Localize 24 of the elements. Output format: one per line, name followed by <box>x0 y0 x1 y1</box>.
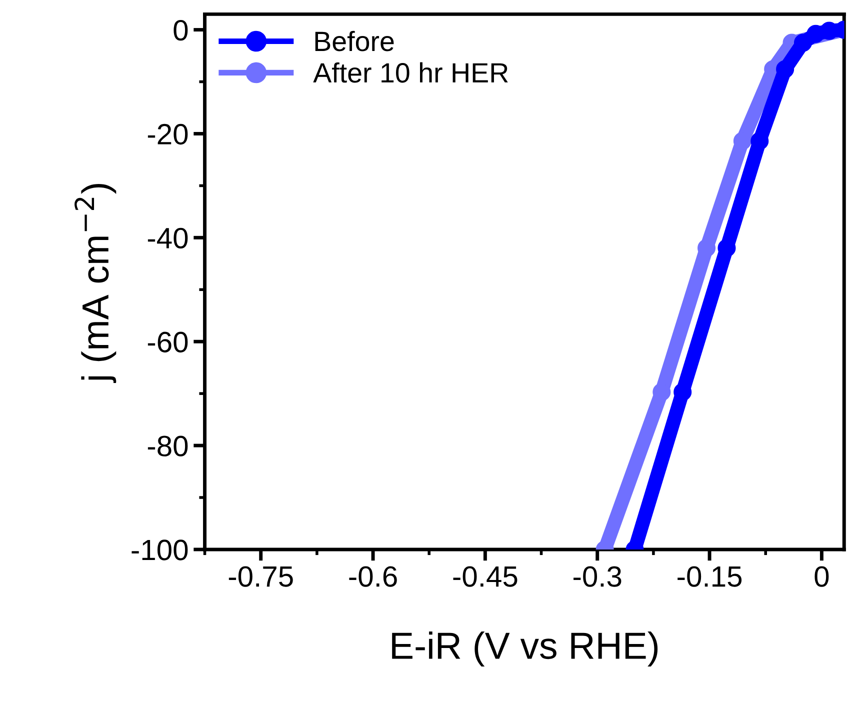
point <box>750 132 769 150</box>
x-tick-label: -0.6 <box>349 566 397 587</box>
point <box>698 239 716 258</box>
y-tick-label: -60 <box>148 332 188 352</box>
x-tick-label: -0.15 <box>678 566 742 587</box>
point <box>674 382 692 402</box>
x-tick-label: -0.45 <box>453 566 518 587</box>
y-tick-label: -40 <box>148 228 188 249</box>
point <box>652 382 671 402</box>
y-tick-label: -20 <box>148 124 188 145</box>
y-tick-label: 0 <box>174 20 188 41</box>
x-tick-label: 0 <box>814 566 829 587</box>
legend-label: After 10 hr HER <box>313 62 508 83</box>
point <box>718 239 736 258</box>
y-tick-label: -80 <box>148 436 188 456</box>
point <box>776 60 794 78</box>
x-axis-title: E-iR (V vs RHE) <box>392 632 658 666</box>
legend-label: Before <box>315 30 394 52</box>
y-axis-title: j (mA cm$^{−2}$) <box>74 184 116 384</box>
x-tick-label: -0.75 <box>228 566 293 587</box>
point <box>733 132 752 150</box>
y-tick-label: -100 <box>132 540 188 560</box>
point <box>794 34 812 52</box>
x-tick-label: -0.3 <box>574 566 622 587</box>
